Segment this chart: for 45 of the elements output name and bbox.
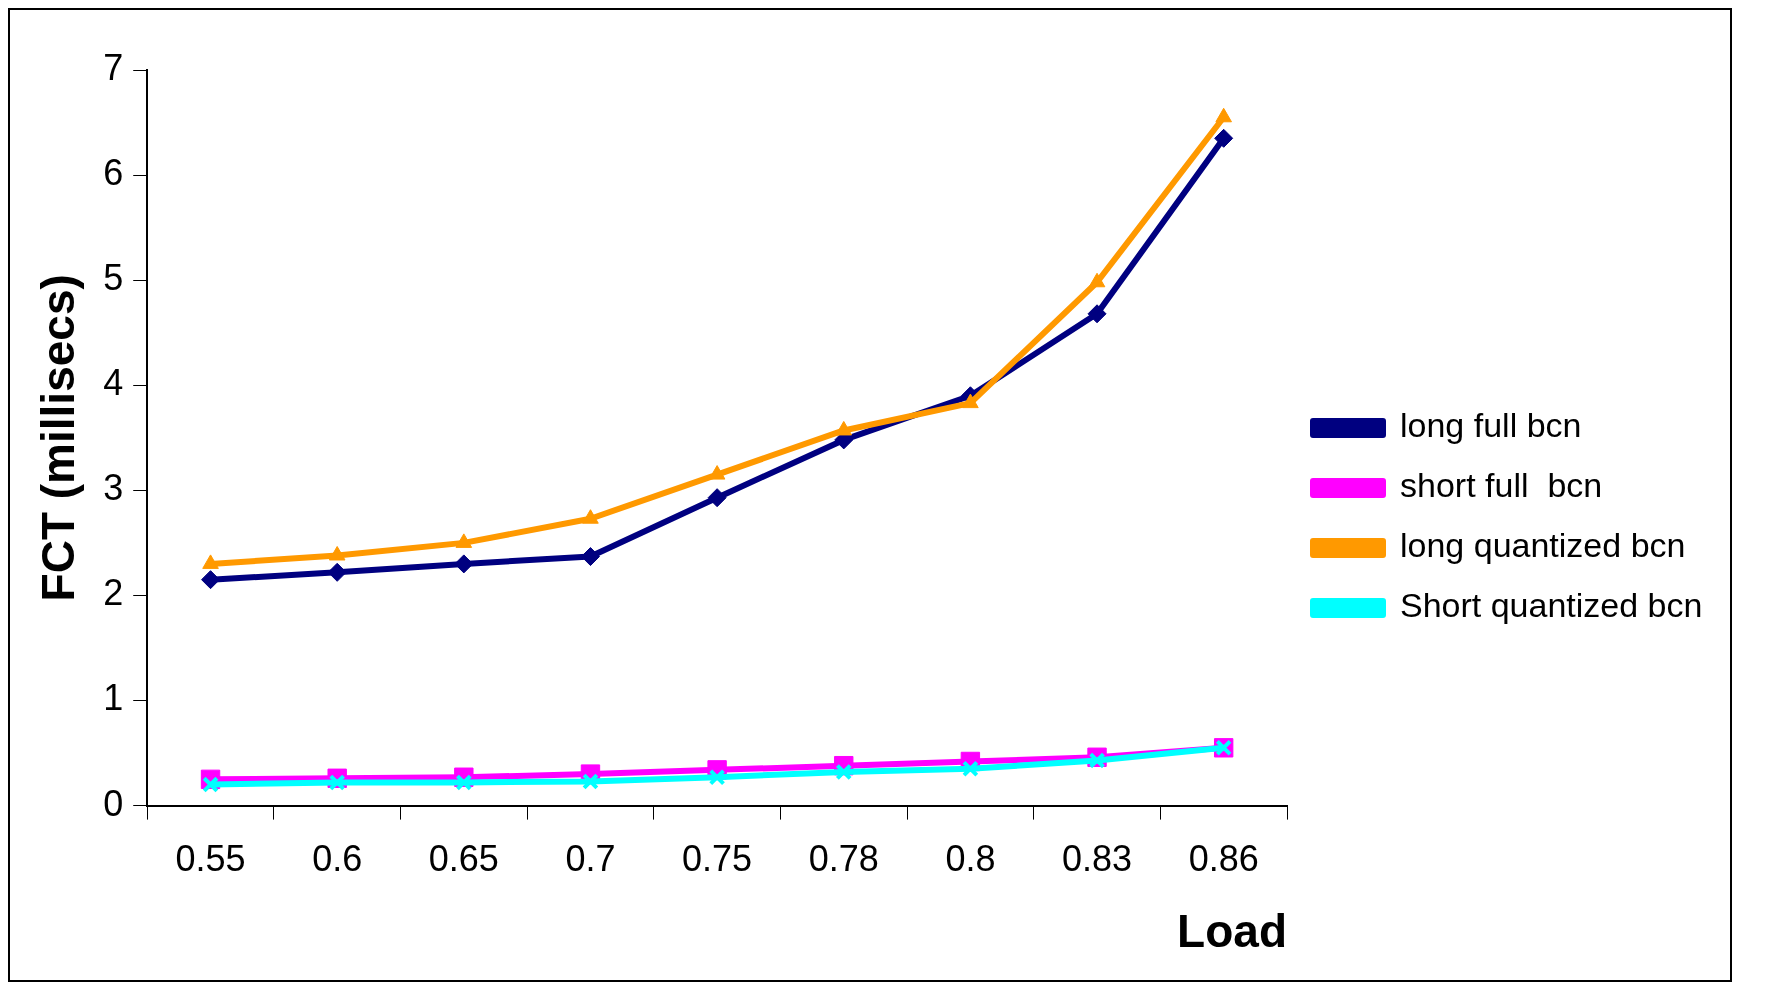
- point: [202, 554, 219, 569]
- point: [962, 393, 979, 409]
- point: [835, 420, 853, 436]
- point: [455, 774, 473, 791]
- point: [582, 509, 599, 524]
- point: [962, 760, 979, 778]
- point: [1214, 128, 1234, 148]
- point: [707, 488, 727, 508]
- point: [1087, 304, 1107, 324]
- legend-label: long quantized bcn: [1400, 526, 1686, 565]
- point: [835, 763, 853, 781]
- point: [1215, 107, 1232, 123]
- point: [201, 570, 221, 590]
- y-axis-title: FCT (millisecs): [32, 274, 85, 602]
- point: [454, 554, 474, 574]
- x-tick-label: 0.78: [808, 838, 879, 880]
- x-axis-title: Load: [1177, 905, 1287, 958]
- y-tick-label: 4: [103, 362, 124, 404]
- x-tick-label: 0.7: [565, 838, 616, 880]
- point: [1088, 272, 1106, 288]
- x-tick-label: 0.86: [1188, 838, 1259, 880]
- point: [328, 774, 346, 791]
- y-tick-label: 1: [103, 677, 124, 719]
- x-tick-label: 0.6: [312, 838, 363, 880]
- y-tick-label: 7: [103, 46, 124, 88]
- x-tick-label: 0.55: [175, 838, 246, 880]
- y-tick-label: 2: [103, 572, 124, 614]
- point: [327, 562, 347, 582]
- x-tick-label: 0.65: [428, 838, 499, 880]
- point: [1088, 752, 1106, 769]
- point: [328, 546, 346, 561]
- point: [455, 533, 473, 548]
- legend-label: Short quantized bcn: [1400, 586, 1703, 625]
- y-tick-label: 0: [103, 782, 124, 824]
- y-tick-label: 3: [103, 467, 124, 509]
- point: [202, 776, 219, 793]
- y-tick-label: 6: [103, 152, 124, 194]
- x-tick-label: 0.75: [682, 838, 753, 880]
- point: [708, 768, 726, 786]
- x-tick-label: 0.8: [945, 838, 996, 880]
- legend-label: long full bcn: [1400, 406, 1582, 445]
- point: [582, 773, 599, 790]
- x-tick-label: 0.83: [1062, 838, 1133, 880]
- y-tick-label: 5: [103, 257, 124, 299]
- legend-label: short full bcn: [1400, 466, 1603, 505]
